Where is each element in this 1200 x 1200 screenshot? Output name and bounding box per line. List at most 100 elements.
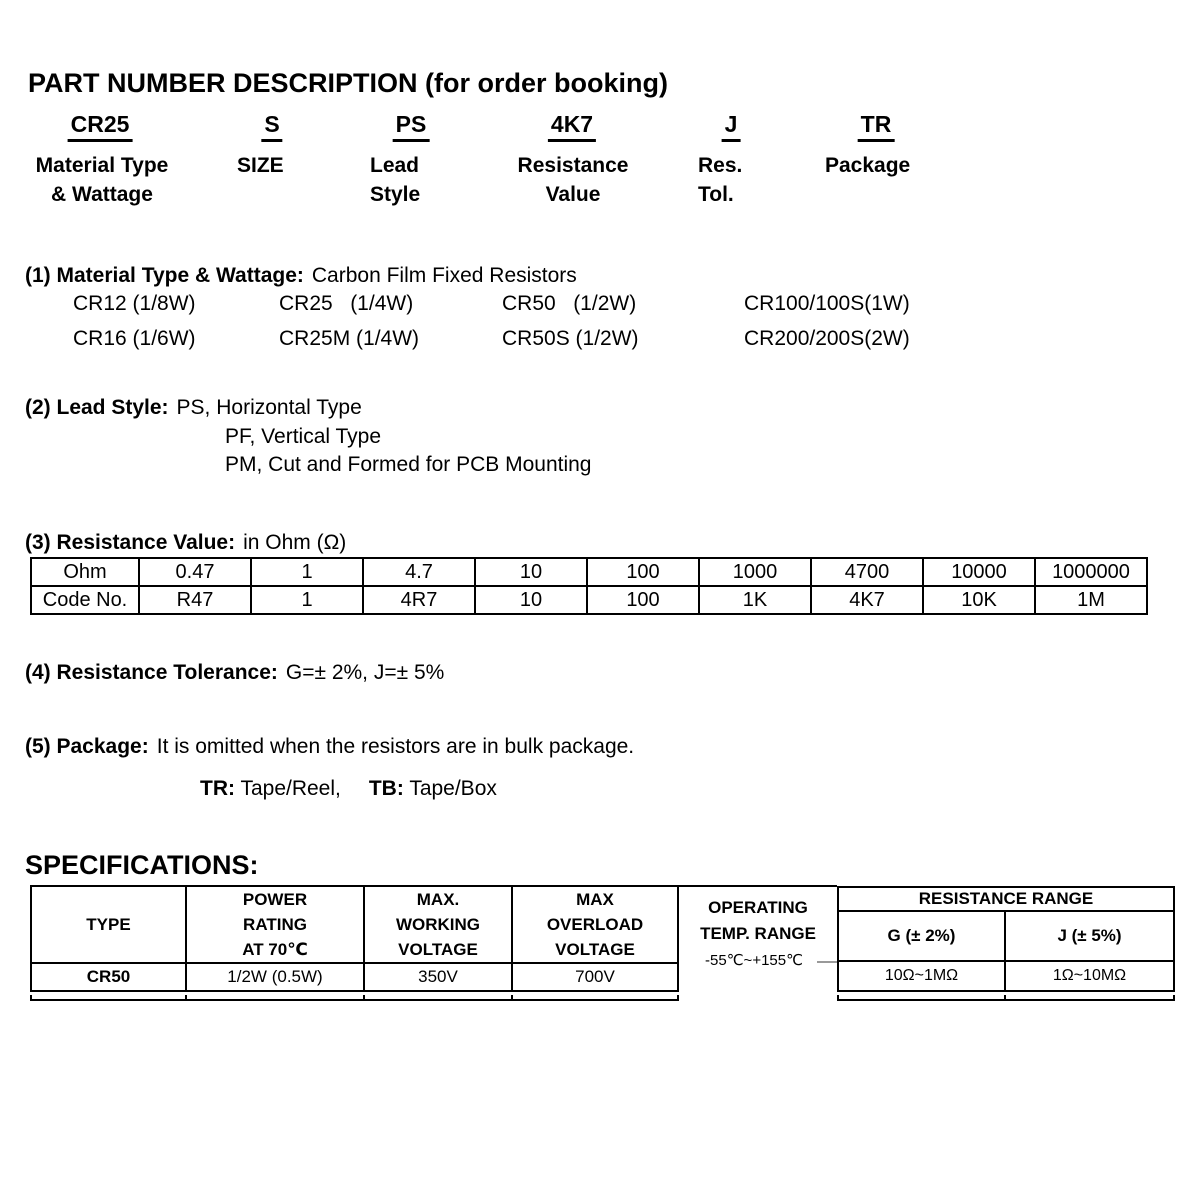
part-code-resistance: 4K7 (547, 111, 597, 142)
label-tol-line2: Tol. (698, 183, 734, 206)
label-material-type: Material Type & Wattage (36, 151, 169, 209)
type-cr16: CR16 (1/6W) (73, 327, 196, 350)
stub-cell (187, 995, 365, 999)
section2-heading-bold: (2) Lead Style: (25, 396, 169, 419)
stub-cell (365, 995, 513, 999)
section3-heading-bold: (3) Resistance Value: (25, 531, 236, 554)
label-lead-line1: Lead (370, 154, 420, 177)
label-material-line1: Material Type (35, 154, 169, 177)
ohm-cell: 100 (586, 557, 700, 587)
table-continuation-stub-right (837, 995, 1175, 1001)
label-package: Package (825, 154, 911, 177)
section5-text: It is omitted when the resistors are in … (156, 735, 635, 758)
label-size: SIZE (237, 154, 284, 177)
code-cell: 10 (474, 585, 588, 615)
table-continuation-stub (30, 995, 679, 1001)
ohm-cell: 10 (474, 557, 588, 587)
spec-power-line2: RATING (243, 915, 307, 934)
resistance-range-header: RESISTANCE RANGE (839, 888, 1173, 912)
stub-cell (32, 995, 187, 999)
section2-line1: PS, Horizontal Type (176, 396, 362, 419)
spec-value-power: 1/2W (0.5W) (187, 964, 365, 990)
ohm-row-header: Ohm (30, 557, 140, 587)
code-cell: 1M (1034, 585, 1148, 615)
spec-power-line3: AT 70℃ (242, 940, 308, 959)
page-title: PART NUMBER DESCRIPTION (for order booki… (28, 68, 668, 98)
resistance-value-table: Ohm 0.47 1 4.7 10 100 1000 4700 10000 10… (30, 557, 1148, 615)
code-cell: 1K (698, 585, 812, 615)
spec-col-overload-header: MAX OVERLOAD VOLTAGE (513, 887, 677, 964)
spec-overload-line2: OVERLOAD (546, 915, 644, 934)
ohm-cell: 1 (250, 557, 364, 587)
section2-line3: PM, Cut and Formed for PCB Mounting (225, 453, 592, 476)
ohm-cell: 10000 (922, 557, 1036, 587)
code-row: Code No. R47 1 4R7 10 100 1K 4K7 10K 1M (30, 585, 1148, 615)
section4-text: G=± 2%, J=± 5% (285, 661, 445, 684)
specifications-table: TYPE POWER RATING AT 70℃ MAX. WORKING VO… (30, 885, 679, 992)
resistance-range-table: RESISTANCE RANGE G (± 2%) J (± 5%) 10Ω~1… (837, 886, 1175, 992)
package-options-line: TR: Tape/Reel, TB: Tape/Box (200, 777, 497, 801)
label-resistance-line2: Value (545, 183, 601, 206)
type-cr200: CR200/200S(2W) (744, 327, 910, 350)
part-code-lead-style: PS (392, 111, 430, 142)
section1-heading: (1) Material Type & Wattage: Carbon Film … (25, 264, 577, 288)
spec-value-type: CR50 (32, 964, 187, 990)
section5-heading: (5) Package: It is omitted when the resis… (25, 735, 634, 759)
code-row-header: Code No. (30, 585, 140, 615)
label-resistance-line1: Resistance (517, 154, 629, 177)
code-cell: 4R7 (362, 585, 476, 615)
code-cell: R47 (138, 585, 252, 615)
code-cell: 100 (586, 585, 700, 615)
ohm-cell: 4700 (810, 557, 924, 587)
tb-text: Tape/Box (403, 777, 497, 800)
spec-power-line1: POWER (242, 890, 308, 909)
spec-col-g-header: G (± 2%) (839, 912, 1006, 962)
section5-heading-bold: (5) Package: (25, 735, 149, 758)
stub-cell (839, 995, 1006, 999)
type-cr12: CR12 (1/8W) (73, 292, 196, 315)
spec-value-working: 350V (365, 964, 513, 990)
spec-value-j-range: 1Ω~10MΩ (1052, 967, 1127, 984)
type-cr50: CR50 (1/2W) (502, 292, 637, 315)
ohm-cell: 0.47 (138, 557, 252, 587)
section3-heading: (3) Resistance Value: in Ohm (Ω) (25, 531, 346, 555)
section3-heading-text: in Ohm (Ω) (243, 531, 347, 554)
spec-value-operating-temp: -55℃~+155℃ (705, 952, 803, 969)
spec-operating-line2: TEMP. RANGE (700, 924, 816, 943)
spec-working-line1: MAX. (416, 890, 460, 909)
spec-overload-line3: VOLTAGE (555, 940, 635, 959)
label-lead-line2: Style (370, 183, 421, 206)
ohm-cell: 1000 (698, 557, 812, 587)
section4-heading: (4) Resistance Tolerance: G=± 2%, J=± 5% (25, 661, 444, 685)
label-lead-style: Lead Style (370, 151, 420, 209)
spec-col-operating-header: OPERATING TEMP. RANGE (679, 885, 837, 964)
label-tol-line1: Res. (698, 154, 743, 177)
type-cr100: CR100/100S(1W) (744, 292, 910, 315)
type-cr50s: CR50S (1/2W) (502, 327, 639, 350)
section1-heading-text: Carbon Film Fixed Resistors (311, 264, 577, 287)
part-code-package: TR (857, 111, 895, 142)
ohm-cell: 4.7 (362, 557, 476, 587)
section1-heading-bold: (1) Material Type & Wattage: (25, 264, 304, 287)
label-res-tol: Res. Tol. (698, 151, 742, 209)
spec-operating-line1: OPERATING (708, 898, 808, 917)
spec-working-line3: VOLTAGE (398, 940, 478, 959)
part-code-tolerance: J (721, 111, 741, 142)
spec-overload-line1: MAX (576, 890, 614, 909)
spec-value-overload: 700V (575, 967, 615, 986)
stub-cell (513, 995, 677, 999)
part-code-size: S (261, 111, 283, 142)
spec-col-power-header: POWER RATING AT 70℃ (187, 887, 365, 964)
label-resistance-value: Resistance Value (518, 151, 629, 209)
spec-col-working-header: MAX. WORKING VOLTAGE (365, 887, 513, 964)
specifications-title: SPECIFICATIONS: (25, 850, 259, 880)
part-code-material: CR25 (67, 111, 133, 142)
spec-value-g-range: 10Ω~1MΩ (839, 962, 1006, 990)
label-material-line2: & Wattage (51, 183, 153, 206)
stub-cell (1006, 995, 1173, 999)
section2-heading: (2) Lead Style: PS, Horizontal Type (25, 396, 362, 420)
code-cell: 10K (922, 585, 1036, 615)
tr-text: Tape/Reel, (235, 777, 341, 800)
code-cell: 4K7 (810, 585, 924, 615)
